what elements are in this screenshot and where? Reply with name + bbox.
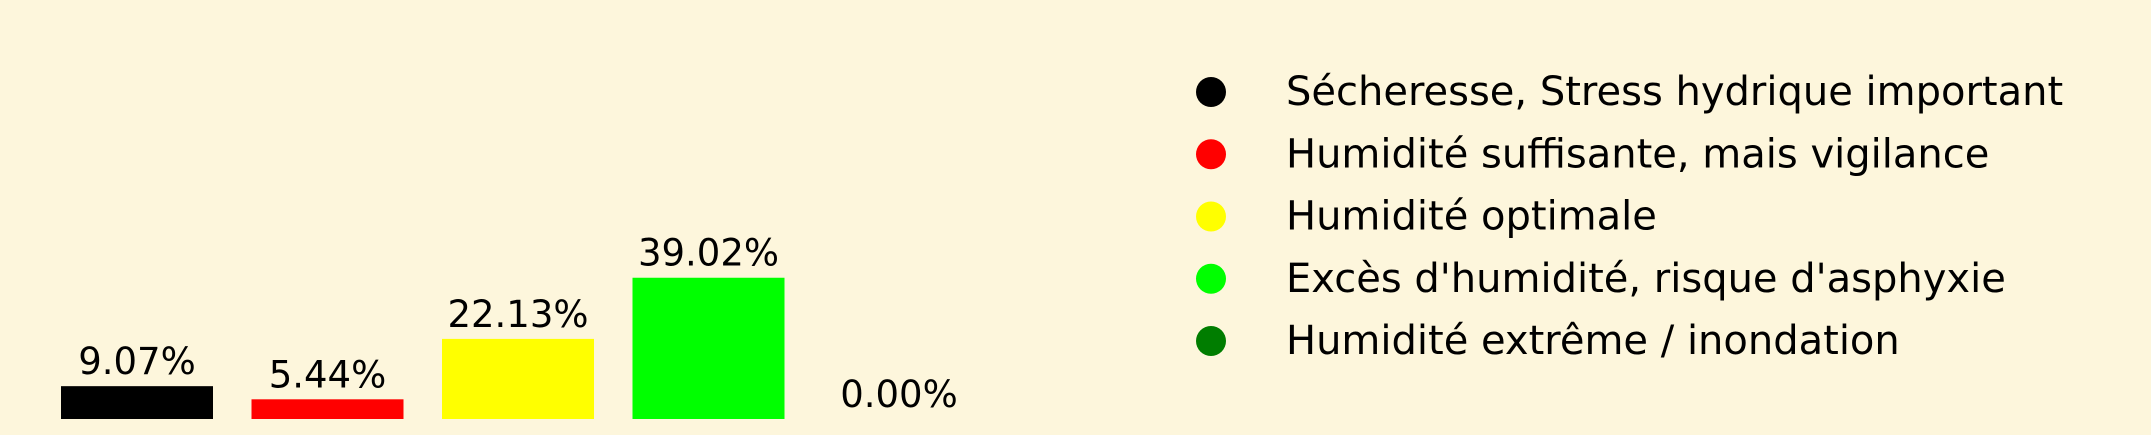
bar-value-label-2: 5.44%	[269, 353, 387, 396]
bars-group	[61, 277, 785, 419]
legend-item-2: Humidité suffisante, mais vigilance	[1196, 131, 1989, 177]
legend-item-1: Sécheresse, Stress hydrique important	[1196, 69, 2063, 115]
bar-value-label-4: 39.02%	[638, 232, 779, 275]
legend-marker-5	[1196, 326, 1226, 356]
legend-label-2: Humidité suffisante, mais vigilance	[1286, 131, 1989, 177]
bar-2	[251, 399, 404, 419]
bar-3	[442, 338, 594, 419]
legend-label-5: Humidité extrême / inondation	[1286, 318, 1900, 364]
bar-value-label-5: 0.00%	[840, 373, 958, 416]
legend-label-1: Sécheresse, Stress hydrique important	[1286, 69, 2063, 115]
legend-item-5: Humidité extrême / inondation	[1196, 318, 1900, 364]
data-labels-group: 9.07% 5.44% 22.13% 39.02% 0.00%	[78, 232, 958, 416]
legend-item-3: Humidité optimale	[1196, 194, 1657, 240]
legend-label-4: Excès d'humidité, risque d'asphyxie	[1286, 256, 2006, 302]
legend-marker-3	[1196, 201, 1226, 232]
bar-1	[61, 386, 213, 419]
bar-value-label-1: 9.07%	[78, 340, 196, 383]
legend: Sécheresse, Stress hydrique important Hum…	[1196, 69, 2063, 364]
bar-4	[632, 277, 785, 419]
legend-label-3: Humidité optimale	[1286, 194, 1657, 240]
legend-marker-1	[1196, 77, 1226, 107]
bar-value-label-3: 22.13%	[447, 293, 588, 336]
legend-item-4: Excès d'humidité, risque d'asphyxie	[1196, 256, 2006, 302]
legend-marker-4	[1196, 263, 1226, 294]
legend-marker-2	[1196, 139, 1226, 170]
